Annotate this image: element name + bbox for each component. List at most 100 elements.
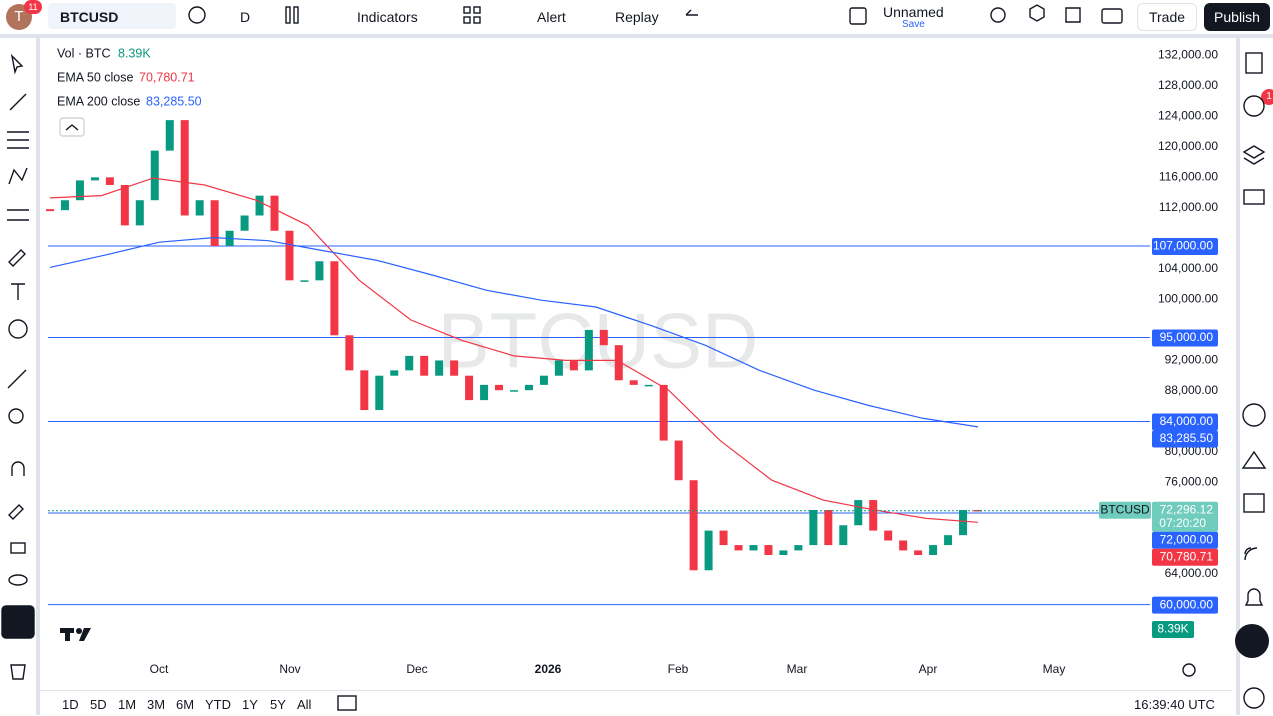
trade-button[interactable]: Trade [1137, 3, 1197, 31]
ema-line [49, 236, 979, 428]
alert[interactable]: Alert [537, 9, 566, 25]
price-label-box [1152, 531, 1218, 549]
candle [90, 177, 99, 181]
candle [165, 120, 174, 151]
price-label-box [1152, 548, 1218, 566]
publish-button[interactable]: Publish [1204, 3, 1270, 31]
candle [779, 550, 788, 555]
candle [914, 550, 923, 555]
ema-line [49, 177, 979, 523]
candle [450, 360, 459, 376]
candle [225, 230, 234, 246]
price-label-box [1152, 329, 1218, 347]
candle [599, 329, 608, 346]
legend-name: Vol · BTC [57, 46, 111, 60]
price-label: 72,296.12 [1160, 502, 1214, 516]
volume-label-box [1152, 621, 1194, 638]
range-button[interactable]: All [297, 697, 312, 712]
symbol-search[interactable] [48, 3, 176, 29]
candle [210, 200, 219, 246]
candle [944, 535, 953, 546]
range-button[interactable]: 1Y [242, 697, 258, 712]
alerts-badge: 1 [1261, 89, 1273, 105]
symbol-tag: BTCUSD [1100, 502, 1150, 516]
candle [240, 215, 249, 231]
x-tick-label: Apr [919, 662, 938, 676]
price-label: 95,000.00 [1160, 330, 1214, 344]
right-sidebar: 1 [1236, 38, 1273, 715]
drawing-toolbar [0, 38, 40, 715]
candle [330, 261, 339, 336]
candle [854, 500, 863, 526]
candle [899, 540, 908, 551]
range-button[interactable]: 1D [62, 697, 79, 712]
y-tick-label: 116,000.00 [1159, 170, 1218, 184]
x-tick-label: Feb [668, 662, 689, 676]
symbol[interactable]: BTCUSD [60, 9, 119, 25]
range-button[interactable]: 3M [147, 697, 166, 712]
candle [270, 195, 279, 231]
legend-value: 83,285.50 [146, 94, 202, 108]
x-tick-label: May [1043, 662, 1066, 676]
candle [375, 375, 384, 411]
candle [749, 545, 758, 551]
price-label-box [1152, 238, 1218, 255]
range-button[interactable]: 5D [90, 697, 107, 712]
candle [824, 509, 833, 546]
badge: 11 [24, 0, 42, 14]
candle [465, 375, 474, 401]
range-button[interactable]: YTD [205, 697, 231, 712]
candle [839, 525, 848, 546]
y-tick-label: 120,000.00 [1158, 139, 1218, 153]
interval[interactable]: D [240, 9, 251, 25]
volume-label: 8.39K [1157, 622, 1188, 636]
candle [510, 390, 518, 392]
range-button[interactable]: 5Y [270, 697, 286, 712]
price-label-box [1152, 501, 1218, 532]
candle [554, 360, 563, 376]
indicators[interactable]: Indicators [357, 9, 418, 25]
range-button[interactable]: 6M [176, 697, 195, 712]
clock: 16:39:40 UTC [1134, 697, 1215, 712]
candle [135, 200, 144, 226]
price-label: 83,285.50 [1160, 431, 1214, 445]
candle [195, 200, 204, 216]
price-label: 107,000.00 [1153, 239, 1213, 253]
candle [764, 545, 773, 555]
symbol-tag-box [1099, 501, 1151, 519]
candle [644, 384, 653, 387]
candle [420, 355, 429, 376]
candle [46, 209, 54, 212]
top-toolbar: T 11 BTCUSD D Indicators Alert Replay Un… [0, 0, 1273, 38]
candle [105, 177, 114, 185]
layout-name[interactable]: Unnamed [883, 4, 944, 20]
candle [974, 509, 982, 512]
y-tick-label: 112,000.00 [1159, 200, 1218, 214]
y-tick-label: 76,000.00 [1165, 475, 1219, 489]
price-label: 60,000.00 [1160, 597, 1214, 611]
y-tick-label: 104,000.00 [1158, 261, 1218, 275]
candle [345, 335, 354, 371]
watermark: BTCUSD [438, 297, 759, 385]
candle [614, 345, 623, 381]
candle [315, 261, 324, 281]
legend-name: EMA 50 close [57, 70, 133, 84]
replay[interactable]: Replay [615, 9, 659, 25]
x-tick-label: Nov [279, 662, 300, 676]
save[interactable]: Save [902, 19, 925, 30]
candle [360, 370, 369, 411]
candle [869, 500, 878, 531]
x-tick-label: Dec [406, 662, 427, 676]
y-tick-label: 128,000.00 [1158, 78, 1218, 92]
candle [255, 195, 264, 216]
candle [480, 384, 489, 401]
range-button[interactable]: 1M [118, 697, 137, 712]
candle [390, 370, 399, 376]
bottom-bar: 16:39:40 UTC 1D 5D 1M 3M 6M YTD 1Y 5Y All [40, 690, 1232, 716]
price-label: 72,000.00 [1160, 532, 1214, 546]
y-tick-label: 92,000.00 [1165, 353, 1219, 367]
y-tick-label: 88,000.00 [1165, 383, 1219, 397]
candle [60, 200, 69, 211]
